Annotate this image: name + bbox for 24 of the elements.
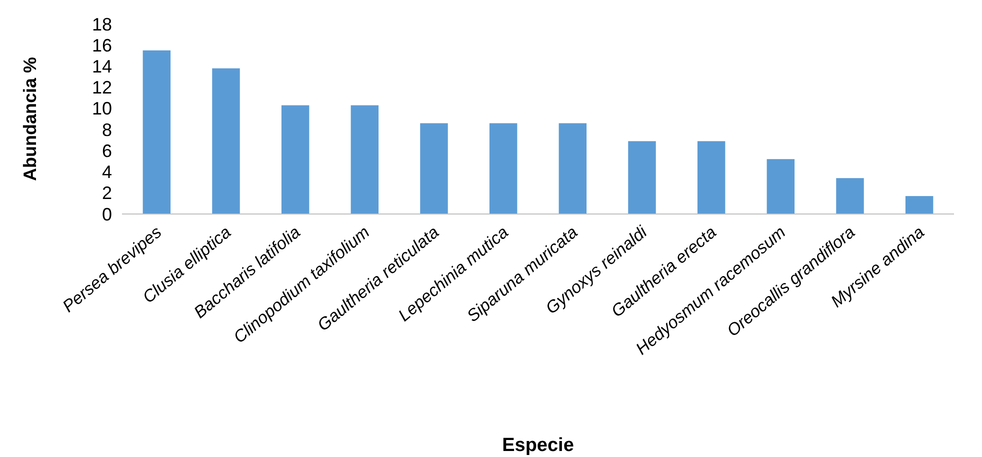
y-tick-label: 4	[102, 162, 112, 182]
bar	[836, 178, 864, 214]
y-tick-label: 8	[102, 120, 112, 140]
y-tick-label: 12	[92, 78, 112, 98]
bar	[697, 141, 726, 214]
y-tick-label: 14	[92, 56, 112, 77]
y-tick-label: 18	[92, 14, 112, 34]
x-axis-title: Especie	[502, 435, 574, 456]
bar	[420, 123, 448, 214]
y-tick-label: 0	[102, 204, 112, 224]
bar	[628, 141, 656, 214]
bar	[281, 105, 310, 214]
y-tick-label: 6	[102, 140, 112, 161]
bar	[766, 159, 795, 214]
bar	[212, 68, 240, 214]
y-tick-label: 10	[92, 98, 112, 119]
bar	[142, 50, 171, 214]
bar	[489, 123, 518, 214]
y-tick-label: 2	[102, 183, 112, 204]
y-tick-label: 16	[92, 35, 112, 56]
bar	[350, 105, 379, 214]
y-axis-title: Abundancia %	[20, 56, 40, 182]
bar	[905, 196, 934, 214]
bar	[558, 123, 587, 214]
